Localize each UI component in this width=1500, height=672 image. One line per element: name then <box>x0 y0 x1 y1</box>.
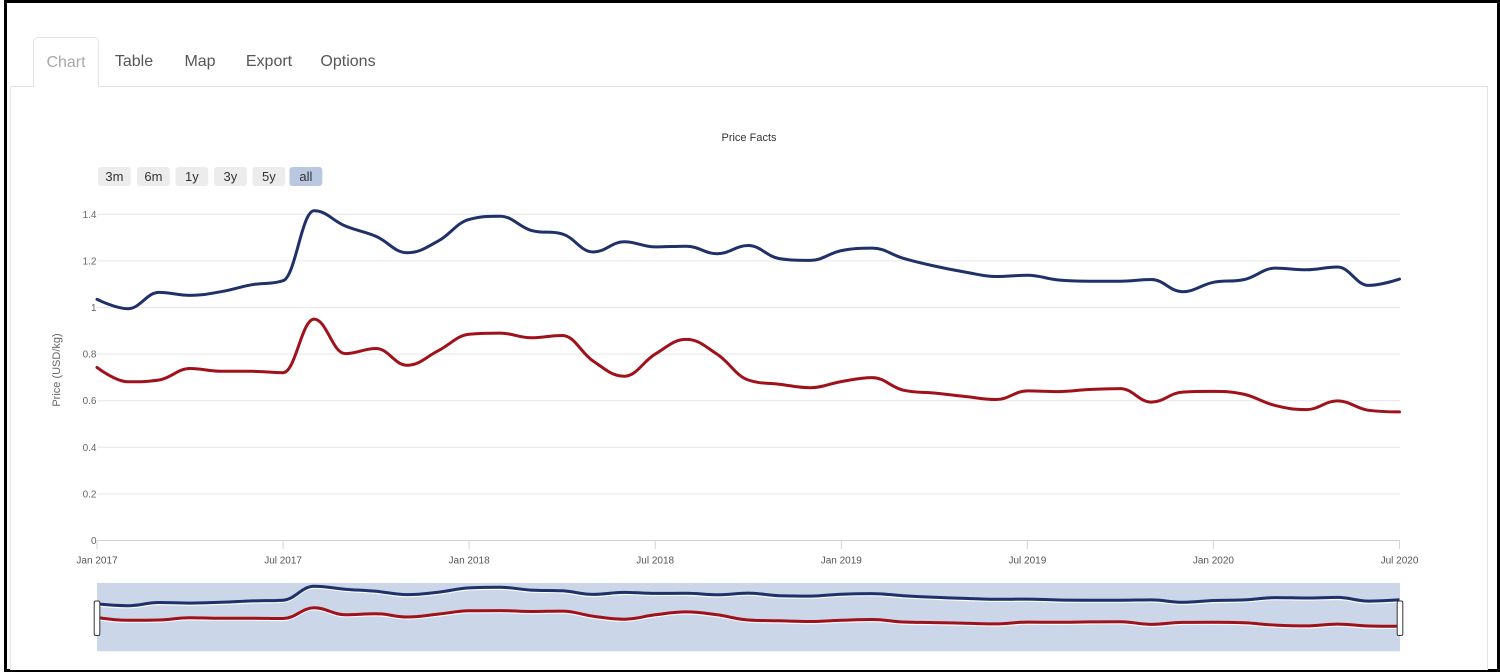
svg-text:Jan 2020: Jan 2020 <box>1193 556 1235 567</box>
svg-text:1.4: 1.4 <box>83 210 97 221</box>
svg-text:Jan 2019: Jan 2019 <box>821 556 863 567</box>
svg-text:3y: 3y <box>224 169 238 184</box>
svg-text:Price Facts: Price Facts <box>721 132 777 144</box>
svg-text:Jan 2017: Jan 2017 <box>76 556 118 567</box>
svg-text:Jan 2018: Jan 2018 <box>449 556 491 567</box>
svg-text:1.2: 1.2 <box>83 256 97 267</box>
svg-text:0: 0 <box>91 536 97 547</box>
svg-text:0.6: 0.6 <box>83 396 97 407</box>
svg-text:0.4: 0.4 <box>83 443 97 454</box>
svg-text:Jul 2019: Jul 2019 <box>1008 556 1046 567</box>
svg-text:0.2: 0.2 <box>83 489 97 500</box>
svg-text:Jul 2018: Jul 2018 <box>636 556 674 567</box>
svg-text:Jul 2017: Jul 2017 <box>264 556 302 567</box>
svg-text:all: all <box>299 169 312 184</box>
svg-text:Price (USD/kg): Price (USD/kg) <box>51 333 63 406</box>
svg-text:0.8: 0.8 <box>83 350 97 361</box>
svg-text:5y: 5y <box>262 169 276 184</box>
svg-text:1y: 1y <box>185 169 199 184</box>
svg-text:1: 1 <box>91 303 97 314</box>
svg-text:3m: 3m <box>105 169 123 184</box>
svg-text:6m: 6m <box>144 169 162 184</box>
svg-text:Jul 2020: Jul 2020 <box>1381 556 1419 567</box>
